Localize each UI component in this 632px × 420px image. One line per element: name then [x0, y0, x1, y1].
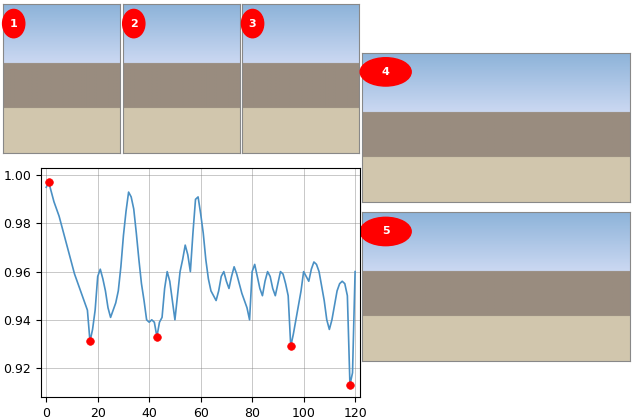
Text: 5: 5 [382, 226, 389, 236]
Circle shape [123, 9, 145, 38]
Text: 2: 2 [130, 18, 138, 29]
Text: 1: 1 [10, 18, 18, 29]
Circle shape [3, 9, 25, 38]
Circle shape [360, 58, 411, 86]
Circle shape [241, 9, 264, 38]
Circle shape [360, 217, 411, 246]
Text: 4: 4 [382, 67, 389, 77]
Text: 3: 3 [249, 18, 257, 29]
